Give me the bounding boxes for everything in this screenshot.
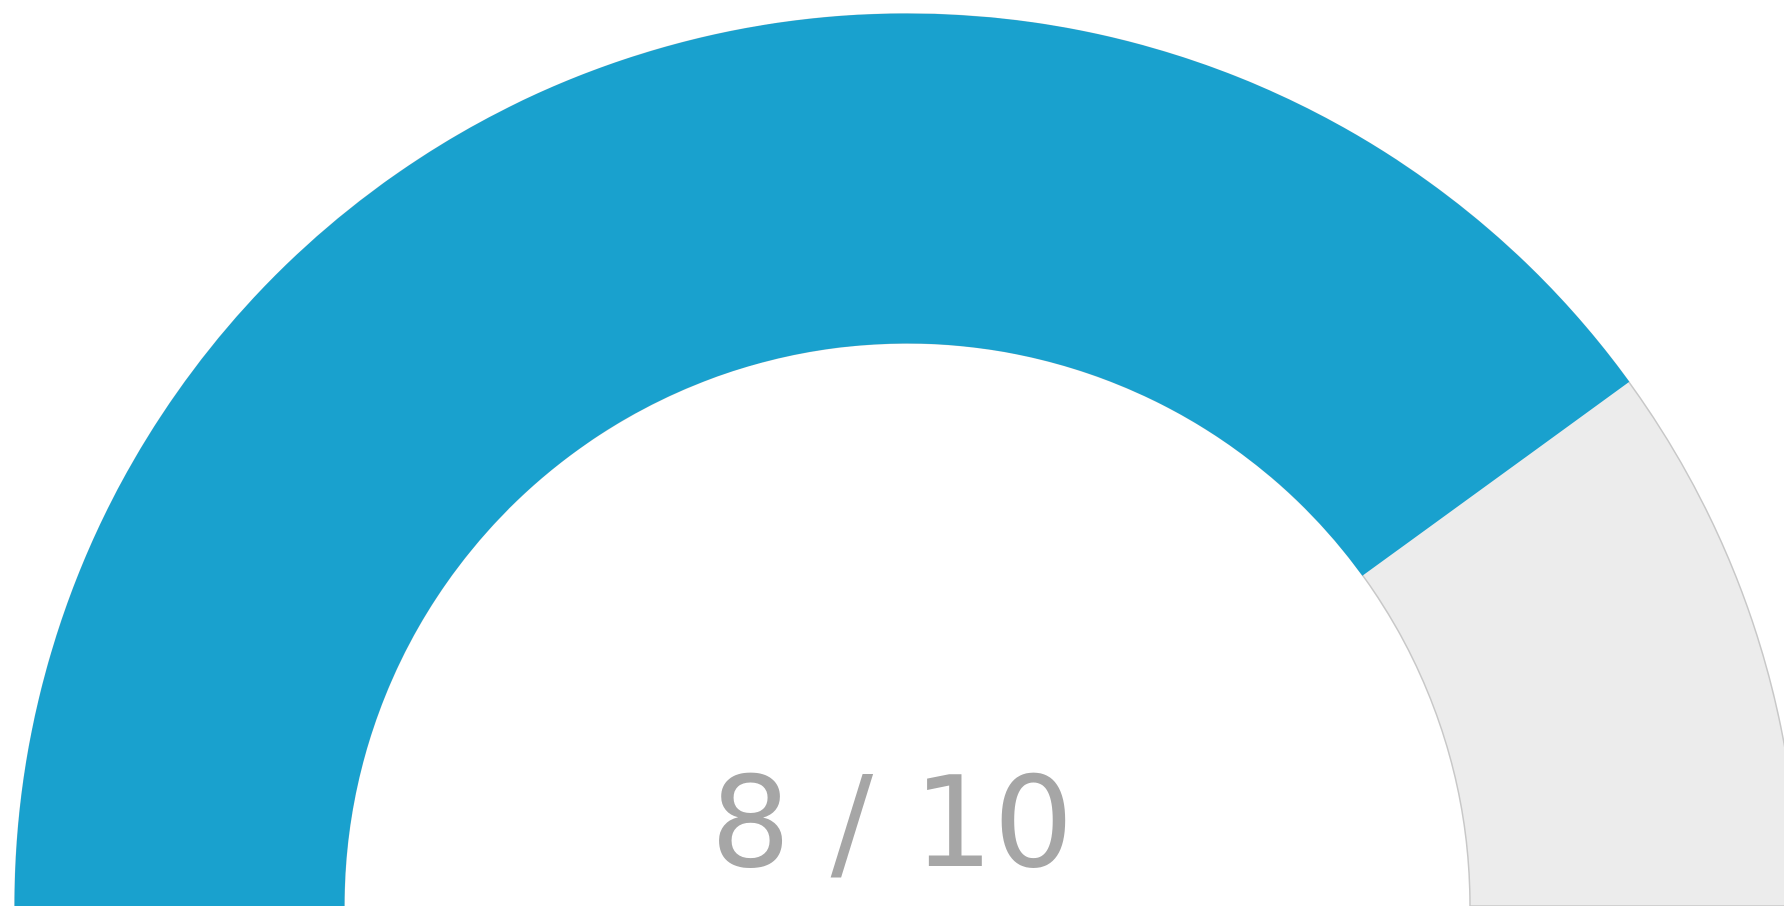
gauge-value-label: 8 / 10 [710, 749, 1074, 896]
gauge-value-arc [14, 13, 1630, 906]
